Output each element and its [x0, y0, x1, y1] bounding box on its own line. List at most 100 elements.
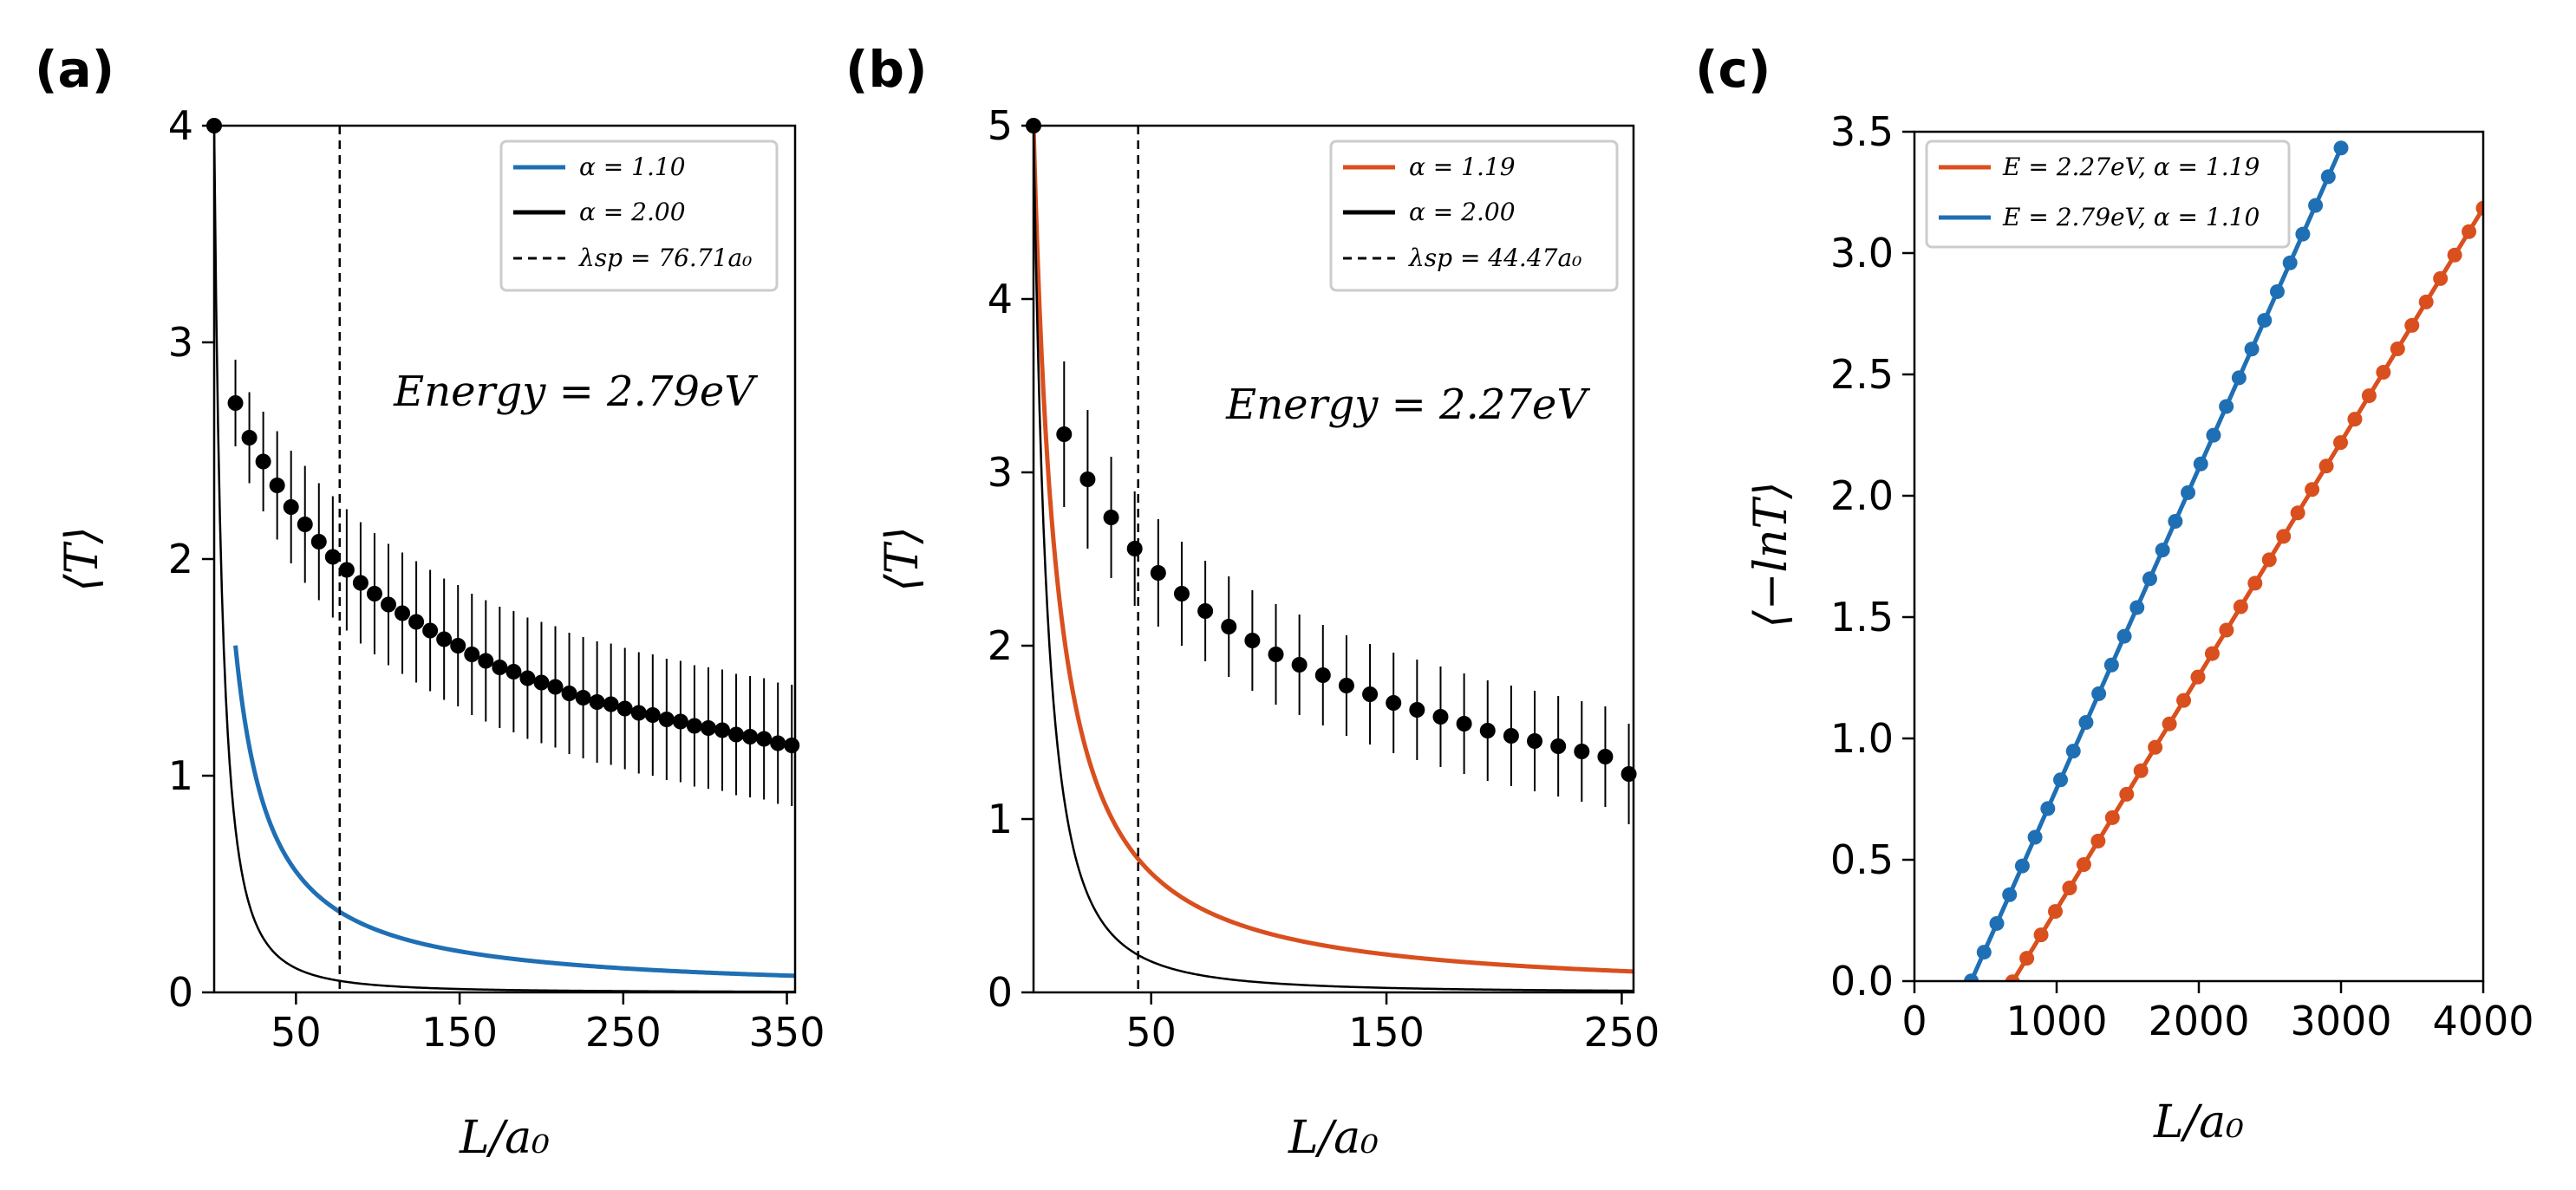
x-tick-label: 150 — [421, 1009, 498, 1056]
series-point — [2162, 716, 2177, 732]
series-point — [2168, 514, 2183, 530]
y-tick-label: 3 — [988, 449, 1013, 496]
x-tick-label: 3000 — [2290, 998, 2391, 1044]
panel-c-y-label: ⟨−lnT⟩ — [1745, 482, 1797, 628]
y-tick-label: 4 — [168, 102, 193, 149]
panel-b-curves — [1034, 126, 1634, 992]
x-tick-label: 2000 — [2148, 998, 2249, 1044]
data-point — [1314, 667, 1331, 683]
series-point — [2219, 622, 2234, 638]
legend-b-label-3: λsp = 44.47a₀ — [1408, 244, 1581, 272]
data-point — [561, 686, 577, 701]
series-point — [2155, 543, 2170, 558]
y-tick-label: 3.0 — [1830, 230, 1894, 276]
data-point — [450, 638, 466, 654]
series-point — [2190, 669, 2206, 685]
data-point — [770, 735, 786, 751]
data-point — [784, 738, 800, 753]
panel-b-x-label: L/a₀ — [1288, 1112, 1379, 1164]
panel-a-x-ticks: 50 150 250 350 — [271, 992, 825, 1056]
y-tick-label: 1.5 — [1830, 594, 1894, 641]
series-point — [2090, 833, 2106, 849]
data-point — [1291, 657, 1308, 673]
series-point — [2148, 739, 2163, 755]
data-point — [283, 499, 299, 515]
x-tick-label: 250 — [585, 1009, 662, 1056]
series-point — [2418, 294, 2434, 309]
panel-b-energy-annotation: Energy = 2.27eV — [1225, 380, 1590, 429]
data-point — [269, 478, 285, 493]
series-point — [2269, 283, 2285, 299]
legend-c-label-2: E = 2.79eV, α = 1.10 — [2002, 203, 2260, 231]
series-point — [2261, 552, 2277, 568]
series-point — [2390, 341, 2405, 356]
series-point — [2282, 255, 2298, 270]
y-tick-label: 0.5 — [1830, 836, 1894, 883]
data-point — [381, 596, 396, 613]
series-point — [2027, 829, 2043, 845]
series-point — [1989, 915, 2005, 931]
y-tick-label: 1.0 — [1830, 715, 1894, 762]
panel-c-frame — [1913, 130, 2485, 983]
panel-a-points — [206, 118, 800, 806]
series-point — [2347, 412, 2363, 427]
series-point — [2091, 686, 2107, 701]
series-point — [2206, 427, 2221, 443]
panel-c-y-ticks: 0.0 0.5 1.0 1.5 2.0 2.5 3.0 3.5 — [1830, 108, 1914, 1005]
series-point — [2014, 858, 2030, 874]
panel-b-frame — [1032, 124, 1635, 994]
y-tick-label: 0 — [168, 969, 193, 1016]
y-tick-label: 0 — [988, 969, 1013, 1016]
series-point — [2119, 786, 2135, 802]
data-point — [422, 622, 439, 639]
x-tick-label: 150 — [1348, 1009, 1425, 1056]
fit-curve-2.00 — [1034, 126, 1634, 992]
data-point — [603, 696, 619, 712]
panel-c-label: (c) — [1695, 40, 1771, 99]
series-point — [1964, 973, 1979, 981]
y-tick-label: 1 — [988, 796, 1013, 842]
series-point — [2204, 646, 2220, 661]
series-point — [2320, 169, 2336, 185]
panel-a-y-label: ⟨T⟩ — [56, 526, 108, 591]
panel-b-legend: α = 1.19 α = 2.00 λsp = 44.47a₀ — [1329, 140, 1619, 292]
data-point — [1103, 510, 1119, 525]
panel-b-points — [1026, 118, 1637, 824]
panel-c-legend: E = 2.27eV, α = 1.19 E = 2.79eV, α = 1.1… — [1925, 140, 2291, 249]
series-point — [2103, 657, 2119, 673]
data-point — [589, 694, 605, 710]
data-point — [310, 534, 327, 549]
x-tick-label: 350 — [749, 1009, 825, 1056]
panel-c-x-ticks: 0 1000 2000 3000 4000 — [1901, 981, 2534, 1044]
fit-curve-1.10 — [233, 645, 795, 979]
panel-a-x-label: L/a₀ — [459, 1112, 550, 1164]
legend-a-label-3: λsp = 76.71a₀ — [578, 244, 752, 272]
y-tick-label: 5 — [988, 102, 1013, 149]
data-point — [1338, 678, 1354, 693]
x-tick-label: 0 — [1901, 998, 1927, 1044]
series-point — [2447, 247, 2462, 263]
data-point — [1150, 565, 1166, 581]
series-point — [2002, 887, 2018, 902]
data-point — [338, 562, 355, 578]
data-point — [1503, 728, 1519, 744]
x-tick-label: 4000 — [2432, 998, 2534, 1044]
series-line — [1969, 146, 2344, 981]
data-point — [366, 586, 382, 602]
panel-b-x-ticks: 50 150 250 — [1125, 992, 1660, 1056]
y-tick-label: 3 — [168, 319, 193, 366]
panel-a-label: (a) — [35, 40, 114, 99]
series-point — [2290, 505, 2305, 521]
y-tick-label: 2 — [988, 622, 1013, 669]
data-point — [324, 549, 341, 565]
data-point — [575, 690, 591, 706]
x-tick-label: 250 — [1584, 1009, 1660, 1056]
series-point — [2462, 224, 2477, 239]
data-point — [519, 670, 536, 686]
y-tick-label: 1 — [168, 752, 193, 799]
data-point — [1432, 709, 1449, 725]
legend-a-label-2: α = 2.00 — [579, 198, 686, 226]
series-point — [2176, 693, 2192, 708]
y-tick-label: 3.5 — [1830, 108, 1894, 155]
